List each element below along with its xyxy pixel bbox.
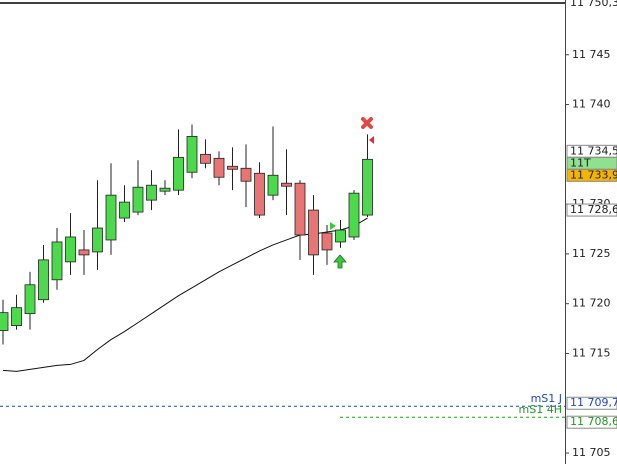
candle-body bbox=[281, 182, 292, 187]
candle-body bbox=[132, 186, 144, 213]
level-box bbox=[566, 415, 617, 429]
exit-cross bbox=[361, 117, 373, 129]
candle-body bbox=[38, 259, 49, 301]
level-box bbox=[567, 0, 617, 9]
price-box bbox=[566, 168, 617, 182]
candle-body bbox=[92, 227, 103, 253]
price-label: 11T bbox=[570, 156, 591, 169]
price-box bbox=[566, 203, 617, 217]
candle-body bbox=[78, 249, 90, 256]
candle-body bbox=[51, 241, 63, 281]
price-label: 11 733,9 bbox=[570, 168, 617, 181]
level-label: 11 708,6 bbox=[570, 415, 617, 428]
candle-body bbox=[24, 284, 36, 315]
candle-body bbox=[227, 165, 238, 170]
candle-body bbox=[362, 158, 373, 216]
moving-average bbox=[2, 217, 368, 372]
y-tick-label: 11 725 bbox=[572, 247, 611, 260]
candle-body bbox=[240, 167, 252, 182]
candle-body bbox=[267, 174, 279, 196]
candle-body bbox=[348, 192, 360, 238]
candle-body bbox=[105, 194, 117, 241]
level-label: 11 750,3 bbox=[570, 0, 617, 9]
price-label: 11 728,6 bbox=[570, 203, 617, 216]
y-tick-label: 11 715 bbox=[572, 346, 611, 359]
level-label: 11 709,7 bbox=[570, 396, 617, 409]
candle-body bbox=[186, 136, 198, 173]
candle-body bbox=[213, 157, 225, 178]
candle-body bbox=[200, 153, 211, 164]
buy-arrow bbox=[333, 254, 347, 269]
candle-body bbox=[146, 184, 157, 201]
level-name: mS1 J bbox=[531, 392, 562, 405]
candle-body bbox=[335, 229, 346, 243]
y-tick-label: 11 740 bbox=[572, 98, 611, 111]
candle-body bbox=[11, 307, 22, 326]
price-label: 11 734,5 bbox=[570, 144, 617, 157]
signal-triangle bbox=[330, 222, 336, 230]
y-tick-label: 11 720 bbox=[572, 297, 611, 310]
candle-body bbox=[294, 182, 306, 236]
candle-body bbox=[308, 209, 319, 256]
candle-body bbox=[65, 236, 76, 263]
y-tick-label: 11 745 bbox=[572, 48, 611, 61]
y-tick-label: 11 705 bbox=[572, 446, 611, 459]
candle-body bbox=[254, 172, 265, 216]
signal-triangle bbox=[369, 136, 374, 144]
candle-body bbox=[119, 201, 130, 219]
candle-body bbox=[321, 232, 333, 251]
level-name: mS1 4H bbox=[519, 403, 562, 416]
candle-body bbox=[173, 156, 184, 191]
candle-body bbox=[0, 312, 9, 331]
level-box bbox=[566, 396, 617, 410]
candle-body bbox=[159, 187, 171, 192]
